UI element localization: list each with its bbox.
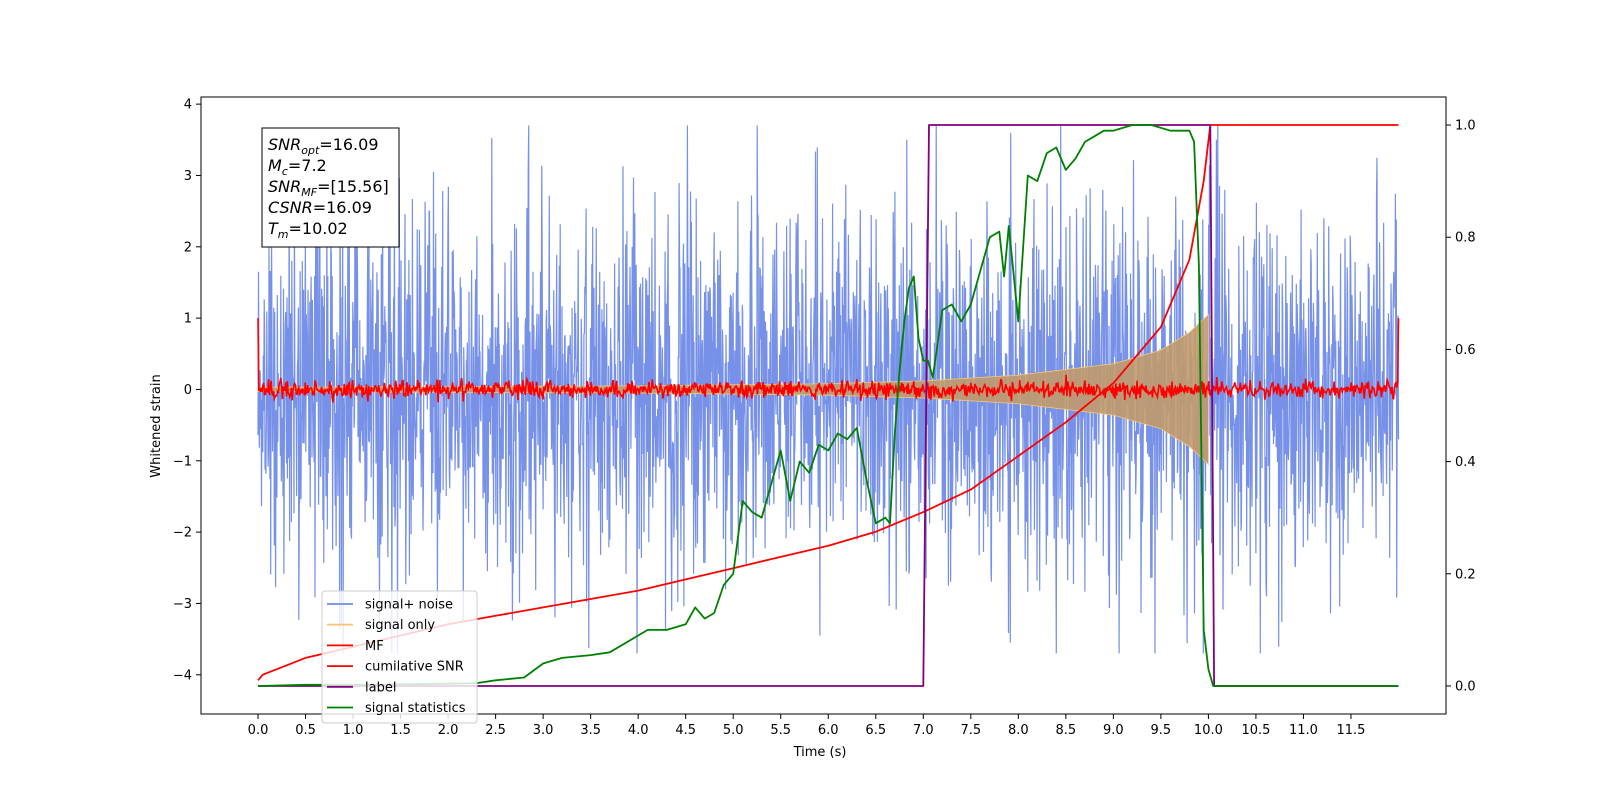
y2-tick-label: 0.2 [1455, 567, 1476, 582]
y-tick-label: 1 [184, 312, 192, 327]
x-tick-label: 5.5 [770, 723, 791, 738]
y2-tick-label: 0.4 [1455, 455, 1476, 470]
y-tick-label: 2 [184, 240, 192, 255]
y-tick-label: −4 [173, 668, 192, 683]
legend-frame [321, 590, 478, 724]
x-tick-label: 0.5 [295, 723, 316, 738]
x-tick-label: 11.0 [1289, 723, 1318, 738]
x-tick-label: 8.5 [1056, 723, 1077, 738]
annotation-line: Tm=10.02 [268, 219, 348, 241]
x-tick-label: 9.5 [1151, 723, 1172, 738]
axes: 0.0 0.5 1.0 1.5 2.0 2.5 3.0 3.5 4.0 4.5 5.0 5.5 6.0 6… [173, 96, 1476, 738]
y-axis-title: Whitened strain [149, 374, 164, 477]
stats-annotation-box: SNRopt=16.09Mc=7.2SNRMF=[15.56]CSNR=16.0… [261, 127, 400, 248]
x-axis-title: Time (s) [793, 745, 847, 760]
y2-tick-label: 0.6 [1455, 343, 1476, 358]
x-tick-label: 9.0 [1103, 723, 1124, 738]
legend-label: MF [365, 639, 384, 654]
x-tick-label: 11.5 [1336, 723, 1365, 738]
y2-tick-label: 0.8 [1455, 231, 1476, 246]
x-tick-label: 4.0 [628, 723, 649, 738]
y2-tick-label: 0.0 [1455, 679, 1476, 694]
x-tick-label: 6.0 [818, 723, 839, 738]
x-tick-label: 2.5 [485, 723, 506, 738]
legend-label: cumilative SNR [365, 660, 464, 675]
x-tick-label: 10.0 [1194, 723, 1223, 738]
x-tick-label: 6.5 [865, 723, 886, 738]
y-tick-label: −2 [173, 526, 192, 541]
x-tick-label: 2.0 [438, 723, 459, 738]
annotation-frame [261, 127, 400, 248]
y-tick-label: 4 [184, 98, 192, 113]
legend-label: label [365, 680, 396, 695]
y2-tick-label: 1.0 [1455, 119, 1476, 134]
x-tick-label: 1.0 [343, 723, 364, 738]
x-tick-label: 0.0 [248, 723, 269, 738]
annotation-line: Mc=7.2 [268, 156, 327, 178]
legend-label: signal statistics [365, 701, 466, 716]
x-tick-label: 7.0 [913, 723, 934, 738]
legend-label: signal only [365, 618, 435, 633]
x-tick-label: 8.0 [1008, 723, 1029, 738]
series-mf [257, 318, 1400, 403]
legend: signal+ noise signal only MF cumilative SNR… [321, 590, 478, 724]
x-tick-label: 10.5 [1241, 723, 1270, 738]
x-tick-label: 1.5 [390, 723, 411, 738]
x-tick-label: 3.0 [533, 723, 554, 738]
series-signal-statistics [257, 124, 1399, 687]
annotation-line: CSNR=16.09 [268, 198, 372, 217]
y-tick-label: −1 [173, 454, 192, 469]
plot-frame [200, 96, 1447, 715]
legend-label: signal+ noise [365, 598, 453, 613]
annotation-line: SNRopt=16.09 [268, 135, 379, 157]
y-tick-label: −3 [173, 597, 192, 612]
x-tick-label: 3.5 [580, 723, 601, 738]
y-tick-label: 3 [184, 169, 192, 184]
annotation-line: SNRMF=[15.56] [268, 177, 389, 199]
x-tick-label: 7.5 [960, 723, 981, 738]
x-tick-label: 5.0 [723, 723, 744, 738]
y-tick-label: 0 [184, 383, 192, 398]
x-tick-label: 4.5 [675, 723, 696, 738]
